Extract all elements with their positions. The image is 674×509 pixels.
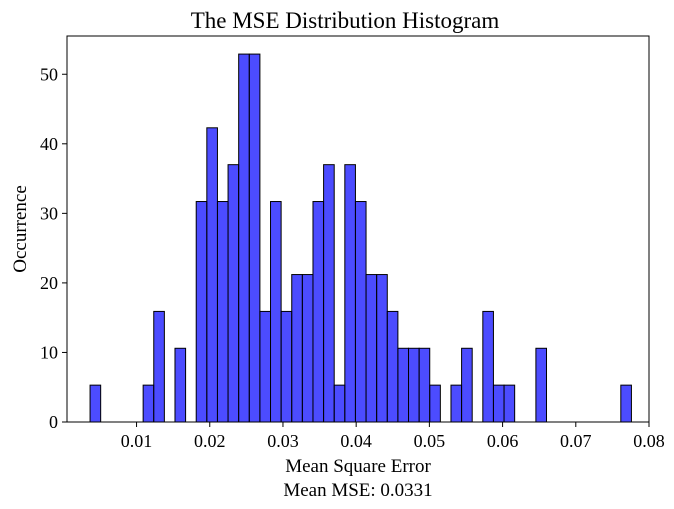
y-tick-label: 10 [40,342,58,362]
x-tick-label: 0.07 [560,431,592,451]
histogram-bar [174,347,187,423]
histogram-bar [461,347,473,423]
y-axis-ticks: 0 10 20 30 40 50 [40,64,67,432]
histogram-bar [354,201,367,423]
x-axis-label-mean: Mean MSE: 0.0331 [283,480,432,501]
chart-title: The MSE Distribution Histogram [191,8,500,33]
bars-group [89,53,632,423]
histogram-bar [216,201,229,423]
x-tick-label: 0.04 [340,431,372,451]
histogram-bar [376,274,388,423]
y-tick-label: 20 [40,273,58,293]
histogram-bar [142,384,155,423]
histogram-bar [259,310,272,423]
x-tick-label: 0.06 [487,431,519,451]
plot-frame [66,35,650,423]
histogram-bar [206,127,218,423]
y-axis-label: Occurrence [10,185,31,273]
x-axis-ticks: 0.01 0.02 0.03 0.04 0.05 0.06 0.07 0.08 [121,422,665,451]
histogram-bar [323,164,335,423]
histogram-bar [195,201,208,423]
histogram-bar [429,384,441,423]
x-tick-label: 0.01 [121,431,153,451]
histogram-bar [535,347,548,423]
y-tick-label: 0 [49,412,58,432]
x-tick-label: 0.02 [194,431,226,451]
y-tick-label: 30 [40,203,58,223]
y-tick-label: 40 [40,134,58,154]
histogram-bar [450,384,463,423]
histogram-bar [227,164,240,423]
histogram-bar [386,310,399,423]
histogram-bar [482,310,494,423]
histogram-bar [620,384,632,423]
histogram-bar [280,310,293,423]
histogram-bar [301,274,314,423]
histogram-bar [248,53,261,423]
histogram-bar [312,201,325,423]
histogram-bar [291,274,303,423]
histogram-bar [153,310,165,423]
x-tick-label: 0.08 [633,431,665,451]
histogram-bar [238,53,250,423]
histogram-bar [365,274,378,423]
histogram-bar [344,164,356,423]
histogram-bar [408,347,420,423]
y-tick-label: 50 [40,64,58,84]
x-tick-label: 0.05 [414,431,446,451]
histogram-bar [333,384,346,423]
histogram-bar [89,384,102,423]
histogram-bar [270,201,282,423]
x-axis-label: Mean Square Error [285,456,431,477]
histogram-bar [418,347,431,423]
histogram-bar [397,347,410,423]
histogram-bar [492,384,505,423]
x-tick-label: 0.03 [267,431,299,451]
histogram-bar [503,384,516,423]
